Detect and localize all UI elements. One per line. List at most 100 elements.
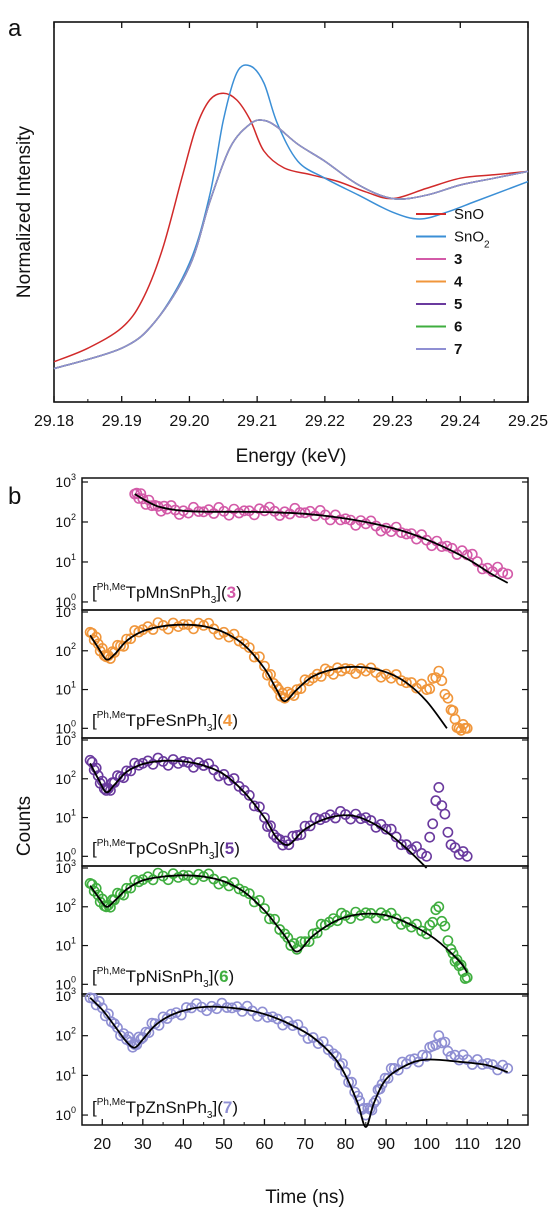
data-point — [424, 683, 436, 695]
data-point — [400, 677, 412, 689]
label-part: ) — [229, 967, 235, 986]
data-point — [243, 888, 255, 900]
label-part: 3 — [227, 583, 236, 602]
data-point — [123, 1031, 135, 1043]
legend-label: 5 — [454, 296, 462, 313]
x-tick-label: 29.23 — [373, 413, 413, 430]
label-part: 2 — [484, 239, 490, 250]
y-tick-label: 103 — [55, 730, 76, 748]
label-part: 0 — [71, 592, 76, 602]
data-point — [118, 772, 129, 784]
data-point — [395, 839, 407, 851]
data-points — [129, 487, 514, 580]
data-point — [238, 505, 250, 517]
legend-item-1: SnO2 — [416, 229, 490, 250]
legend-item-6: 7 — [416, 341, 462, 358]
label-part: 10 — [55, 604, 71, 620]
label-part: TpFeSnPh — [126, 711, 207, 730]
data-point — [439, 808, 451, 820]
data-point — [411, 918, 422, 930]
y-tick-label: 101 — [55, 552, 76, 570]
label-part: 10 — [55, 938, 71, 954]
data-point — [502, 1063, 514, 1074]
data-point — [375, 907, 387, 919]
x-axis-title: Energy (keV) — [236, 446, 347, 467]
label-part: 10 — [55, 771, 71, 787]
label-part: [ — [92, 839, 97, 858]
data-point — [133, 1031, 145, 1043]
data-point — [172, 872, 184, 883]
y-tick-label: 101 — [55, 1065, 76, 1083]
data-point — [98, 783, 110, 795]
x-tick-label: 29.25 — [508, 413, 548, 430]
label-part: 2 — [71, 512, 76, 522]
data-point — [238, 885, 250, 897]
data-point — [461, 722, 473, 734]
label-part: [ — [92, 583, 97, 602]
x-tick-label: 110 — [454, 1136, 480, 1153]
y-tick-label: 100 — [55, 974, 76, 992]
data-point — [243, 789, 255, 801]
data-point — [424, 919, 436, 931]
data-point — [312, 1038, 324, 1049]
label-part: 0 — [71, 974, 76, 984]
data-point — [335, 514, 346, 526]
data-point — [461, 972, 473, 983]
data-point — [233, 883, 245, 895]
label-part: 10 — [55, 988, 71, 1004]
label-part: 1 — [71, 936, 76, 946]
data-point — [385, 823, 397, 835]
data-point — [248, 896, 260, 908]
label-part: Ph,Me — [97, 966, 126, 977]
data-point — [455, 959, 467, 971]
x-tick-label: 20 — [93, 1136, 111, 1153]
label-part: 10 — [55, 514, 71, 530]
data-point — [223, 774, 235, 786]
label-part: 10 — [55, 848, 71, 864]
x-tick-label: 29.20 — [169, 413, 209, 430]
data-point — [307, 928, 319, 940]
label-part: 6 — [219, 967, 228, 986]
y-tick-label: 102 — [55, 1026, 76, 1044]
data-point — [421, 1051, 432, 1062]
label-part: 2 — [71, 897, 76, 907]
data-point — [180, 1002, 192, 1013]
legend-item-2: 3 — [416, 251, 462, 268]
data-point — [430, 904, 442, 916]
y-tick-label: 100 — [55, 592, 76, 610]
label-part: 3 — [209, 851, 215, 862]
data-point — [109, 894, 120, 906]
label-part: 10 — [55, 1067, 71, 1083]
data-point — [442, 826, 454, 838]
data-point — [395, 675, 407, 686]
data-point — [118, 889, 129, 901]
fit-curve — [134, 493, 509, 584]
label-part: ]( — [214, 839, 225, 858]
data-point — [288, 690, 300, 701]
x-tick-label: 29.18 — [34, 413, 74, 430]
data-point — [193, 868, 204, 880]
data-point — [295, 936, 307, 947]
data-point — [259, 903, 270, 914]
label-part: ]( — [212, 1098, 223, 1117]
data-point — [442, 935, 454, 946]
y-tick-label: 100 — [55, 846, 76, 864]
label-part: 10 — [55, 1107, 71, 1123]
data-point — [248, 651, 260, 663]
legend-item-3: 4 — [416, 274, 463, 291]
data-point — [87, 993, 99, 1004]
x-axis-title: Time (ns) — [265, 1187, 345, 1208]
x-tick-label: 60 — [256, 1136, 274, 1153]
label-part: 10 — [55, 720, 71, 736]
label-part: 10 — [55, 594, 71, 610]
data-point — [274, 834, 286, 845]
legend-label: 7 — [454, 341, 462, 358]
x-tick-label: 80 — [337, 1136, 355, 1153]
fit-curve — [89, 623, 448, 729]
data-point — [299, 936, 311, 947]
data-point — [100, 901, 112, 913]
data-point — [172, 758, 184, 769]
